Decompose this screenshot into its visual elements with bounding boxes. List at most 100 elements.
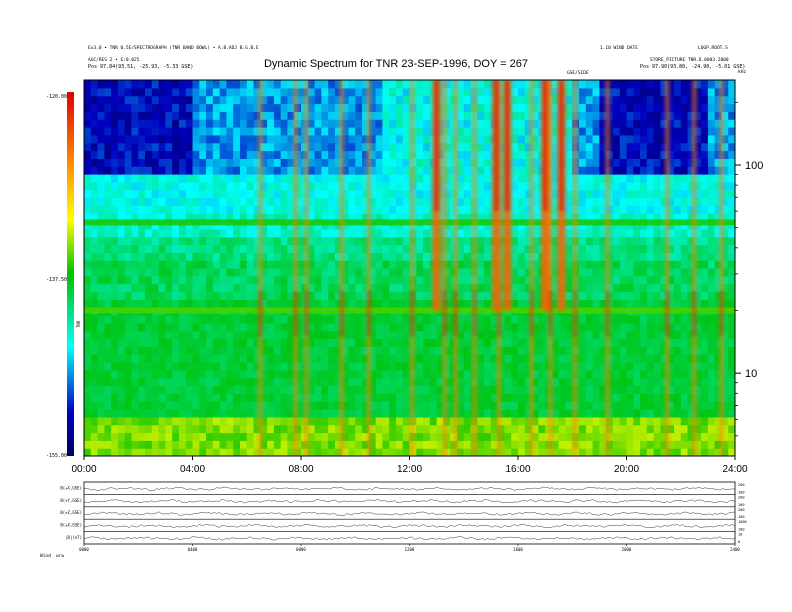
spectrum-cell [206, 95, 214, 105]
spectrum-cell [558, 448, 567, 456]
spectrum-cell [423, 174, 431, 183]
spectrum-cell [97, 299, 105, 308]
spectrum-cell [429, 393, 438, 402]
spectrum-cell [565, 299, 573, 308]
spectrum-cell [239, 338, 248, 347]
spectrum-cell [721, 346, 729, 355]
spectrum-cell [518, 166, 526, 175]
spectrum-cell [524, 354, 533, 363]
spectrum-cell [531, 158, 539, 167]
spectrum-cell [260, 150, 268, 159]
spectrum-cell [145, 283, 153, 293]
spectrum-cell [382, 362, 390, 371]
spectrum-cell [334, 338, 343, 347]
spectrum-cell [531, 369, 539, 379]
spectrum-cell [206, 189, 214, 199]
spectrum-cell [599, 228, 607, 238]
spectrum-cell [680, 409, 689, 418]
spectrum-cell [599, 322, 607, 332]
spectrum-cell [90, 166, 99, 175]
spectrum-cell [463, 346, 472, 355]
spectrum-cell [524, 291, 533, 300]
spectrum-cell [707, 142, 716, 152]
spectrum-cell [599, 330, 607, 340]
spectrum-cell [633, 268, 641, 277]
spectrum-cell [219, 158, 228, 167]
spectrum-cell [328, 158, 336, 167]
spectrum-cell [199, 181, 207, 191]
spectrum-cell [395, 268, 404, 277]
spectrum-cell [280, 205, 289, 214]
spectrum-cell [117, 95, 126, 105]
spectrum-cell [423, 283, 431, 293]
spectrum-cell [104, 87, 112, 97]
spectrum-cell [484, 432, 492, 441]
spectrum-cell [497, 95, 506, 105]
spectrum-cell [477, 362, 485, 371]
spectrum-cell [416, 315, 424, 324]
spectrum-cell [673, 158, 682, 167]
spectrum-cell [117, 275, 126, 285]
spectrum-cell [545, 322, 553, 332]
spectrum-cell [565, 330, 573, 340]
spectrum-cell [524, 134, 533, 144]
spectrum-cell [124, 189, 133, 199]
spectrum-cell [423, 142, 431, 152]
spectrum-cell [518, 174, 526, 183]
spectrum-cell [145, 119, 153, 128]
spectrum-cell [443, 291, 451, 300]
spectrum-cell [341, 330, 350, 340]
spectrum-cell [423, 103, 431, 112]
spectrum-cell [280, 393, 289, 402]
spectrum-cell [612, 80, 621, 89]
spectrum-cell [653, 127, 662, 136]
spectrum-cell [226, 362, 234, 371]
spectrum-cell [504, 354, 512, 363]
spectrum-cell [524, 213, 533, 222]
spectrum-cell [280, 260, 289, 269]
spectrum-cell [90, 299, 99, 308]
spectrum-cell [660, 338, 668, 347]
type3-burst [410, 80, 414, 456]
spectrum-cell [456, 150, 465, 159]
spectrum-cell [117, 377, 126, 387]
spectrum-cell [131, 213, 139, 222]
spectrum-cell [389, 409, 397, 418]
spectrum-cell [165, 127, 173, 136]
spectrum-cell [246, 409, 255, 418]
spectrum-cell [660, 393, 668, 402]
spectrum-cell [111, 244, 119, 253]
spectrum-cell [117, 424, 126, 434]
spectrum-cell [565, 268, 573, 277]
spectrum-cell [551, 134, 560, 144]
spectrum-cell [497, 448, 506, 456]
spectrum-cell [721, 80, 729, 89]
spectrum-cell [579, 409, 587, 418]
spectrum-cell [246, 338, 255, 347]
spectrum-cell [165, 362, 173, 371]
spectrum-cell [429, 346, 438, 355]
spectrum-cell [497, 346, 506, 355]
spectrum-cell [212, 369, 221, 379]
spectrum-cell [368, 205, 377, 214]
spectrum-cell [484, 393, 492, 402]
spectrum-cell [646, 299, 655, 308]
spectrum-cell [687, 299, 695, 308]
spectrum-cell [260, 252, 268, 261]
spectrum-cell [640, 268, 648, 277]
spectrum-cell [585, 260, 594, 269]
spectrum-cell [660, 291, 668, 300]
spectrum-cell [253, 111, 261, 120]
spectrum-cell [239, 424, 248, 434]
spectrum-cell [606, 87, 614, 97]
spectrum-cell [314, 134, 322, 144]
spectrum-cell [511, 315, 519, 324]
spectrum-cell [246, 354, 255, 363]
spectrum-cell [239, 150, 248, 159]
spectrum-cell [728, 291, 735, 300]
spectrum-cell [117, 252, 126, 261]
spectrum-cell [206, 158, 214, 167]
spectrum-cell [714, 268, 723, 277]
spectrum-cell [592, 409, 600, 418]
spectrum-cell [199, 424, 207, 434]
